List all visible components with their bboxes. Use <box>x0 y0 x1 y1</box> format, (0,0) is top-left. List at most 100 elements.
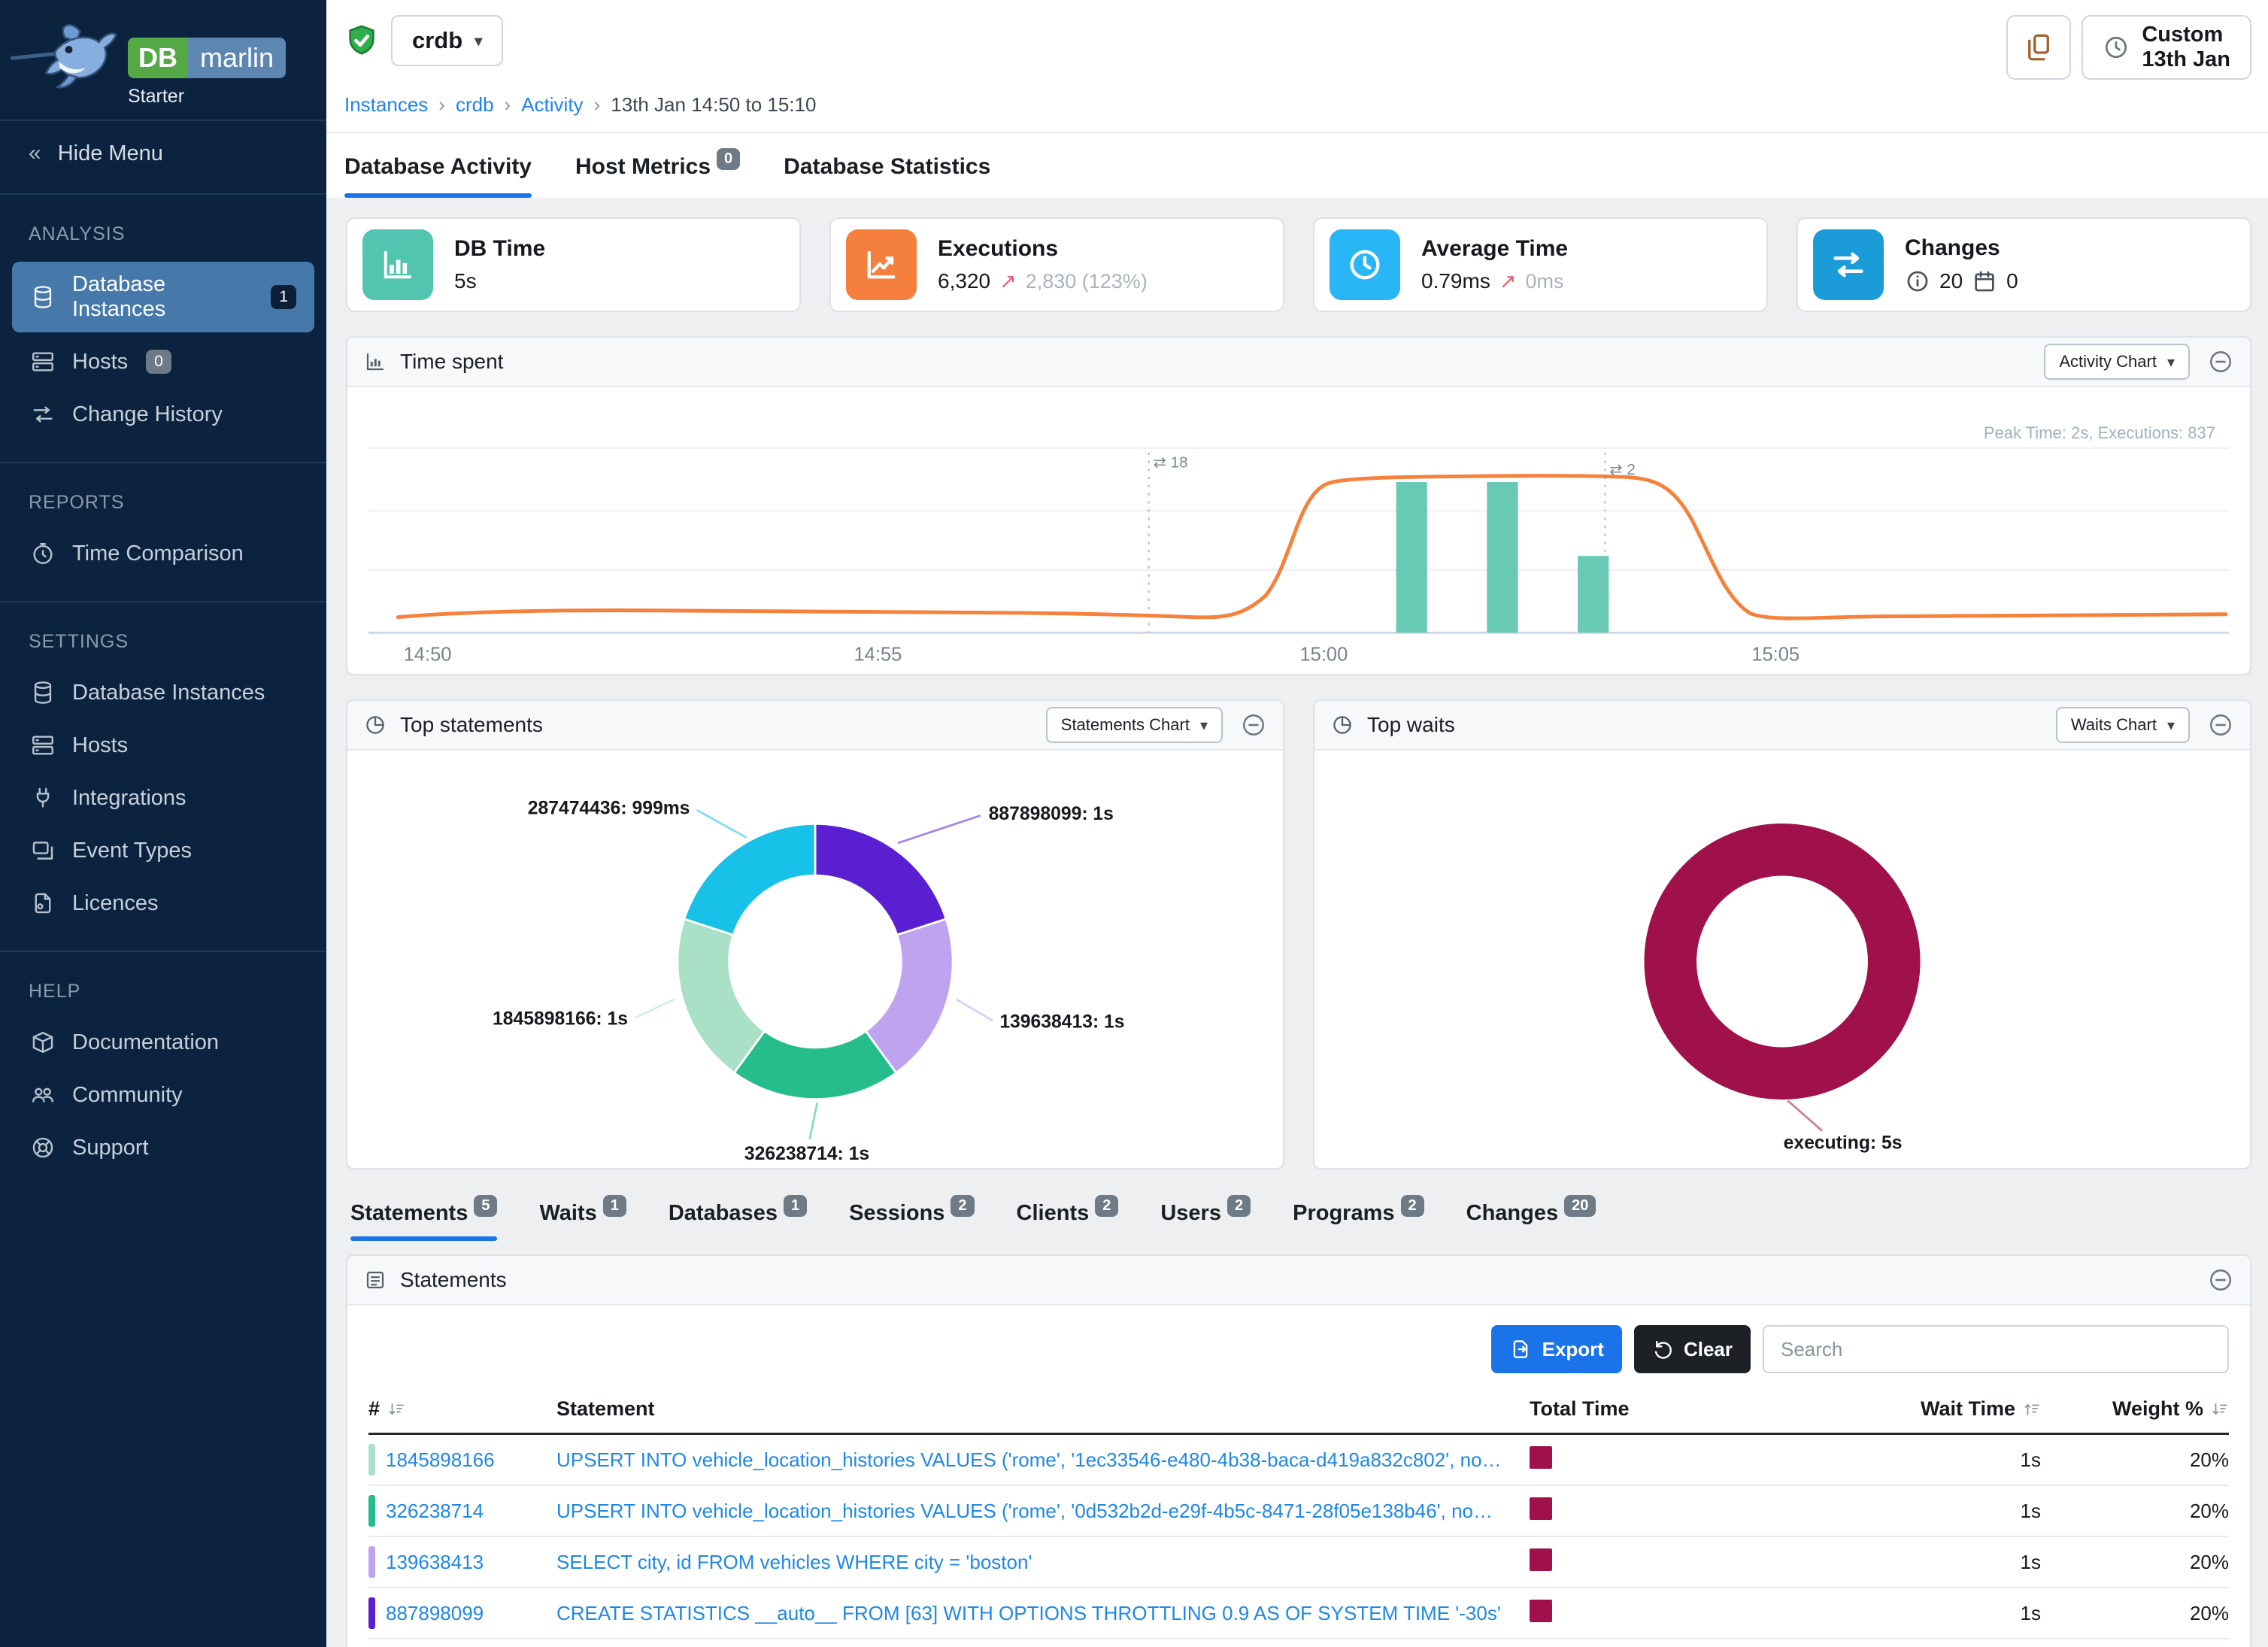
count-badge: 1 <box>783 1195 808 1218</box>
time-spent-svg: ⇄ 18 ⇄ 2 14:50 14:55 15:00 15:05 <box>368 447 2229 666</box>
tab-waits[interactable]: Waits 1 <box>539 1195 626 1241</box>
hide-menu-button[interactable]: « Hide Menu <box>0 120 326 186</box>
change-marker-label[interactable]: ⇄ 18 <box>1154 453 1188 471</box>
tab-database-activity[interactable]: Database Activity <box>344 154 532 198</box>
top-statements-panel: Top statements Statements Chart ▾ <box>346 699 1284 1170</box>
sidebar-item-hosts[interactable]: Hosts 0 <box>12 338 314 385</box>
main-area: crdb ▾ Custom 13th Jan <box>326 0 2268 1647</box>
tab-label: Database Activity <box>344 154 532 179</box>
wait-time-value: 1s <box>2020 1499 2041 1522</box>
statement-link[interactable]: UPSERT INTO vehicle_location_histories V… <box>556 1499 1530 1522</box>
tab-label: Database Statistics <box>784 154 991 179</box>
sidebar-item-licences[interactable]: Licences <box>12 880 314 927</box>
search-input[interactable] <box>1763 1325 2229 1374</box>
donut-slice-1845898166[interactable] <box>676 918 766 1075</box>
collapse-panel-button[interactable] <box>1241 712 1266 738</box>
sidebar-item-label: Integrations <box>72 785 186 810</box>
sidebar-item-time-comparison[interactable]: Time Comparison <box>12 530 314 577</box>
collapse-panel-button[interactable] <box>2208 712 2233 738</box>
brand: DB marlin Starter <box>128 17 287 108</box>
count-badge: 5 <box>474 1195 498 1218</box>
tab-sessions[interactable]: Sessions 2 <box>849 1195 975 1241</box>
sidebar-item-database-instances[interactable]: Database Instances 1 <box>12 262 314 332</box>
tab-users[interactable]: Users 2 <box>1160 1195 1251 1241</box>
statements-chart-menu[interactable]: Statements Chart ▾ <box>1045 707 1223 744</box>
sidebar-item-change-history[interactable]: Change History <box>12 391 314 438</box>
tab-label: Statements <box>350 1201 468 1226</box>
statement-id-link[interactable]: 139638413 <box>368 1546 556 1579</box>
tab-host-metrics[interactable]: Host Metrics 0 <box>575 148 741 198</box>
tab-clients[interactable]: Clients 2 <box>1016 1195 1119 1241</box>
export-button[interactable]: Export <box>1490 1325 1622 1374</box>
column-weight[interactable]: Weight % <box>2041 1397 2229 1421</box>
sidebar-item-documentation[interactable]: Documentation <box>12 1019 314 1066</box>
sidebar-item-settings-database-instances[interactable]: Database Instances <box>12 669 314 716</box>
breadcrumb-separator: › <box>593 93 601 116</box>
column-total-time[interactable]: Total Time <box>1530 1397 1630 1421</box>
breadcrumb-crdb[interactable]: crdb <box>455 93 494 116</box>
column-statement[interactable]: Statement <box>556 1397 655 1421</box>
trend-up-icon: ↗ <box>1499 269 1517 293</box>
instance-selector-button[interactable]: crdb ▾ <box>391 15 504 66</box>
column-wait-time[interactable]: Wait Time <box>1755 1397 2041 1421</box>
tab-database-statistics[interactable]: Database Statistics <box>784 154 990 198</box>
sidebar-item-support[interactable]: Support <box>12 1124 314 1171</box>
label-connector <box>696 809 747 839</box>
instance-name: crdb <box>412 27 463 53</box>
collapse-panel-button[interactable] <box>2208 349 2233 375</box>
donut-label: 1845898166: 1s <box>493 1009 628 1030</box>
copy-link-button[interactable] <box>2006 15 2072 80</box>
donut-slice-887898099[interactable] <box>814 823 948 937</box>
content: DB Time 5s Executions 6,320 ↗ 2,830 (123… <box>326 198 2268 1647</box>
statement-id-link[interactable]: 1845898166 <box>368 1444 556 1476</box>
donut-label: executing: 5s <box>1784 1133 1903 1154</box>
statement-id-link[interactable]: 887898099 <box>368 1597 556 1630</box>
donut-slice-326238714[interactable] <box>732 1030 898 1101</box>
sidebar-item-label: Database Instances <box>72 680 265 705</box>
tab-label: Clients <box>1016 1201 1090 1226</box>
changes-info-count: 20 <box>1939 269 1963 293</box>
time-range-button[interactable]: Custom 13th Jan <box>2082 15 2251 80</box>
collapse-panel-button[interactable] <box>2208 1267 2233 1293</box>
card-db-time: DB Time 5s <box>346 217 801 312</box>
menu-label: Statements Chart <box>1060 715 1190 735</box>
activity-chart-menu[interactable]: Activity Chart ▾ <box>2044 344 2190 380</box>
statement-link[interactable]: SELECT city, id FROM vehicles WHERE city… <box>556 1550 1032 1573</box>
sidebar-item-event-types[interactable]: Event Types <box>12 827 314 874</box>
tab-changes[interactable]: Changes 20 <box>1466 1195 1596 1241</box>
color-chip <box>368 1546 375 1579</box>
breadcrumb-instances[interactable]: Instances <box>344 93 429 116</box>
divider <box>0 193 326 195</box>
total-time-bar <box>1530 1599 1755 1627</box>
chevron-down-icon: ▾ <box>2166 717 2175 734</box>
card-value: 5s <box>454 269 477 293</box>
donut-slice-executing[interactable] <box>1644 824 1921 1100</box>
waits-chart-menu[interactable]: Waits Chart ▾ <box>2055 707 2190 744</box>
tab-statements[interactable]: Statements 5 <box>350 1195 498 1242</box>
card-title: Changes <box>1905 235 2000 260</box>
statement-id-link[interactable]: 326238714 <box>368 1495 556 1527</box>
menu-label: Waits Chart <box>2070 715 2157 735</box>
count-badge: 2 <box>1095 1195 1119 1218</box>
breadcrumb-current: 13th Jan 14:50 to 15:10 <box>611 93 817 116</box>
chevrons-left-icon: « <box>29 141 41 165</box>
chart-icon <box>364 350 387 373</box>
change-marker-label[interactable]: ⇄ 2 <box>1609 461 1635 478</box>
sidebar-item-community[interactable]: Community <box>12 1072 314 1118</box>
tab-programs[interactable]: Programs 2 <box>1293 1195 1424 1241</box>
metric-cards: DB Time 5s Executions 6,320 ↗ 2,830 (123… <box>346 217 2251 312</box>
sidebar-item-settings-hosts[interactable]: Hosts <box>12 722 314 769</box>
clear-button[interactable]: Clear <box>1633 1325 1751 1374</box>
donut-slice-287474436[interactable] <box>683 823 817 937</box>
tab-databases[interactable]: Databases 1 <box>669 1195 808 1241</box>
statement-link[interactable]: UPSERT INTO vehicle_location_histories V… <box>556 1448 1530 1471</box>
sidebar-item-integrations[interactable]: Integrations <box>12 775 314 821</box>
breadcrumb-activity[interactable]: Activity <box>521 93 584 116</box>
column-id[interactable]: # <box>368 1397 556 1421</box>
shield-check-icon <box>349 25 374 55</box>
chevron-down-icon: ▾ <box>475 32 483 50</box>
donut-label: 287474436: 999ms <box>528 799 690 819</box>
sidebar-item-label: Time Comparison <box>72 541 244 566</box>
statement-link[interactable]: CREATE STATISTICS __auto__ FROM [63] WIT… <box>556 1601 1501 1624</box>
